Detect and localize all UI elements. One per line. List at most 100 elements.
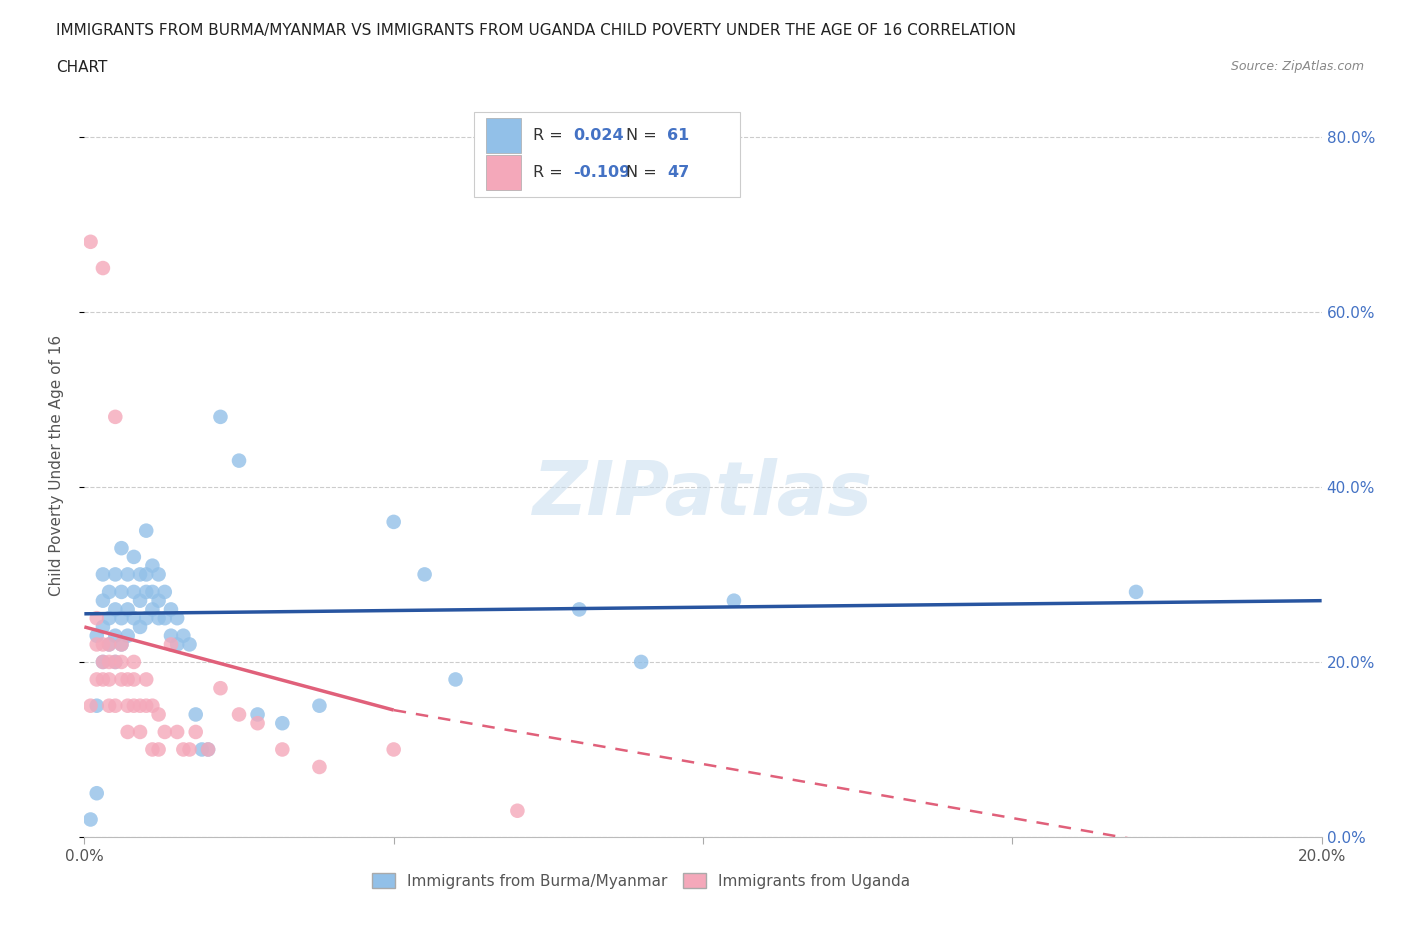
Point	[160, 629, 183, 644]
Point	[141, 698, 163, 713]
Point	[98, 672, 121, 687]
Point	[308, 698, 330, 713]
Point	[129, 698, 152, 713]
Point	[179, 742, 201, 757]
Y-axis label: Child Poverty Under the Age of 16: Child Poverty Under the Age of 16	[49, 335, 63, 595]
Point	[117, 724, 139, 739]
Point	[271, 716, 294, 731]
Point	[246, 716, 269, 731]
Text: N =: N =	[626, 166, 662, 180]
Point	[153, 724, 176, 739]
Point	[184, 724, 207, 739]
Point	[91, 655, 114, 670]
Point	[104, 629, 127, 644]
Point	[129, 567, 152, 582]
Point	[79, 234, 101, 249]
Text: -0.109: -0.109	[574, 166, 630, 180]
Point	[228, 453, 250, 468]
Text: N =: N =	[626, 128, 662, 143]
Point	[135, 672, 157, 687]
Point	[86, 786, 108, 801]
Point	[160, 637, 183, 652]
Point	[135, 698, 157, 713]
Point	[104, 655, 127, 670]
Point	[141, 742, 163, 757]
Text: Source: ZipAtlas.com: Source: ZipAtlas.com	[1230, 60, 1364, 73]
Point	[172, 629, 194, 644]
Point	[110, 611, 132, 626]
Point	[110, 655, 132, 670]
Text: 47: 47	[666, 166, 689, 180]
Point	[228, 707, 250, 722]
Point	[271, 742, 294, 757]
Point	[117, 698, 139, 713]
Point	[91, 567, 114, 582]
Point	[197, 742, 219, 757]
Point	[110, 672, 132, 687]
Point	[91, 593, 114, 608]
Point	[308, 760, 330, 775]
Point	[172, 742, 194, 757]
Point	[98, 637, 121, 652]
Point	[86, 672, 108, 687]
Point	[209, 681, 232, 696]
Point	[122, 672, 145, 687]
Point	[117, 672, 139, 687]
Point	[184, 707, 207, 722]
Point	[104, 567, 127, 582]
Point	[91, 672, 114, 687]
Point	[86, 629, 108, 644]
Point	[148, 611, 170, 626]
Point	[98, 584, 121, 599]
Text: R =: R =	[533, 166, 568, 180]
Point	[98, 637, 121, 652]
Point	[122, 655, 145, 670]
Point	[148, 593, 170, 608]
Legend: Immigrants from Burma/Myanmar, Immigrants from Uganda: Immigrants from Burma/Myanmar, Immigrant…	[364, 865, 918, 897]
Point	[135, 567, 157, 582]
Point	[91, 637, 114, 652]
Point	[153, 611, 176, 626]
Point	[166, 611, 188, 626]
Point	[148, 707, 170, 722]
Point	[630, 655, 652, 670]
Point	[413, 567, 436, 582]
Point	[129, 724, 152, 739]
Point	[723, 593, 745, 608]
Point	[91, 260, 114, 275]
Point	[1125, 584, 1147, 599]
Point	[122, 550, 145, 565]
Point	[160, 602, 183, 617]
Text: 0.024: 0.024	[574, 128, 624, 143]
Text: CHART: CHART	[56, 60, 108, 75]
FancyBboxPatch shape	[486, 117, 522, 153]
Point	[129, 593, 152, 608]
Point	[122, 584, 145, 599]
Point	[104, 698, 127, 713]
Point	[98, 698, 121, 713]
Point	[444, 672, 467, 687]
Point	[86, 698, 108, 713]
Point	[135, 524, 157, 538]
Point	[506, 804, 529, 818]
Point	[117, 567, 139, 582]
Point	[79, 812, 101, 827]
Point	[117, 602, 139, 617]
Point	[382, 742, 405, 757]
Point	[179, 637, 201, 652]
Point	[135, 611, 157, 626]
Text: IMMIGRANTS FROM BURMA/MYANMAR VS IMMIGRANTS FROM UGANDA CHILD POVERTY UNDER THE : IMMIGRANTS FROM BURMA/MYANMAR VS IMMIGRA…	[56, 23, 1017, 38]
FancyBboxPatch shape	[474, 112, 740, 197]
Point	[86, 637, 108, 652]
Point	[148, 567, 170, 582]
Point	[166, 637, 188, 652]
Point	[91, 655, 114, 670]
Point	[104, 602, 127, 617]
Point	[98, 655, 121, 670]
Point	[141, 584, 163, 599]
Point	[141, 602, 163, 617]
Point	[79, 698, 101, 713]
Point	[86, 611, 108, 626]
Point	[104, 655, 127, 670]
Point	[110, 540, 132, 555]
